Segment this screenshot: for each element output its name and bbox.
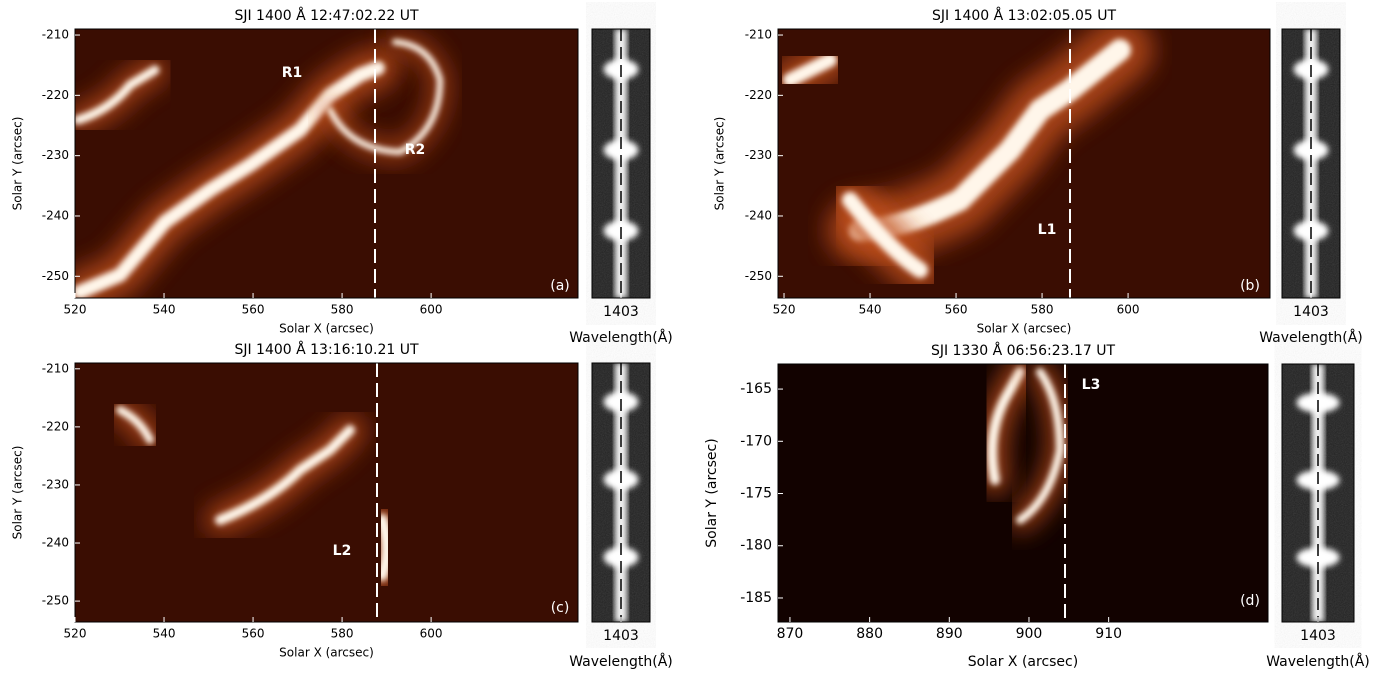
y-tick-label: -240 [42, 536, 69, 550]
x-tick-label: 560 [945, 303, 968, 317]
image-content [108, 398, 405, 593]
x-tick-label: 540 [153, 627, 176, 641]
x-tick-label: 870 [777, 626, 804, 642]
y-tick-label: -250 [42, 594, 69, 608]
panel-label: (b) [1240, 278, 1260, 294]
x-tick-label: 580 [331, 627, 354, 641]
y-tick-label: -230 [42, 477, 69, 491]
y-tick-label: -230 [745, 148, 772, 162]
spectrum-tick-label: 1403 [603, 304, 639, 320]
ribbon [783, 53, 837, 87]
y-tick-label: -170 [740, 433, 772, 449]
y-tick-label: -220 [42, 88, 69, 102]
x-tick-label: 580 [1031, 303, 1054, 317]
y-tick-label: -250 [745, 269, 772, 283]
spectrum-tick-label: 1403 [1293, 304, 1329, 320]
annotation: R1 [282, 65, 303, 81]
image-background [778, 364, 1268, 622]
y-axis-label: Solar Y (arcsec) [11, 446, 25, 540]
x-axis-label: Solar X (arcsec) [968, 654, 1078, 670]
ribbon [116, 406, 154, 444]
ribbon [75, 61, 385, 298]
panel-label: (c) [551, 600, 570, 616]
image-content [75, 33, 450, 298]
y-tick-label: -210 [745, 28, 772, 42]
image-content [778, 29, 1153, 294]
y-tick-label: -220 [745, 88, 772, 102]
spectrum-brightening [1296, 547, 1340, 568]
panel-title: SJI 1330 Å 06:56:23.17 UT [931, 342, 1116, 359]
y-tick-label: -180 [740, 538, 772, 554]
image-frame [777, 363, 1269, 623]
image-background [75, 363, 578, 622]
y-tick-label: -185 [740, 590, 772, 606]
x-tick-label: 880 [856, 626, 883, 642]
x-tick-label: 560 [242, 303, 265, 317]
spectrum-axis-label: Wavelength(Å) [569, 653, 673, 670]
annotation: L3 [1082, 377, 1101, 393]
x-tick-label: 600 [1117, 303, 1140, 317]
ribbon [987, 367, 1025, 485]
x-tick-label: 540 [859, 303, 882, 317]
image-frame [777, 28, 1271, 299]
annotation: R2 [405, 142, 426, 158]
x-tick-label: 910 [1095, 626, 1122, 642]
x-tick-label: 540 [153, 303, 176, 317]
spectrum-tick-label: 1403 [1300, 628, 1336, 644]
y-tick-label: -210 [42, 361, 69, 375]
y-tick-label: -250 [42, 269, 69, 283]
x-tick-label: 900 [1016, 626, 1043, 642]
ribbon [327, 39, 444, 156]
spectrum-axis-label: Wavelength(Å) [1266, 653, 1370, 670]
y-axis-label: Solar Y (arcsec) [704, 438, 720, 547]
panel-title: SJI 1400 Å 12:47:02.22 UT [234, 7, 419, 24]
ribbon [376, 514, 393, 581]
ribbon [842, 192, 928, 278]
x-tick-label: 600 [420, 627, 443, 641]
annotation: L2 [333, 543, 352, 559]
spectrum-brightening [603, 140, 639, 161]
spectrum-brightening [1293, 140, 1329, 161]
spectrum-axis-label: Wavelength(Å) [1259, 329, 1363, 346]
x-axis-label: Solar X (arcsec) [279, 322, 374, 336]
x-tick-label: 580 [331, 303, 354, 317]
spectrum-tick-label: 1403 [603, 628, 639, 644]
panel-title: SJI 1400 Å 13:02:05.05 UT [932, 7, 1117, 24]
image-frame [74, 28, 579, 299]
image-content [977, 364, 1073, 532]
x-axis-label: Solar X (arcsec) [279, 646, 374, 660]
x-tick-label: 600 [420, 303, 443, 317]
y-tick-label: -230 [42, 148, 69, 162]
spectrum-axis-label: Wavelength(Å) [569, 329, 673, 346]
x-tick-label: 890 [936, 626, 963, 642]
y-tick-label: -210 [42, 28, 69, 42]
y-tick-label: -240 [42, 208, 69, 222]
spectrum-brightening [603, 547, 639, 568]
y-axis-label: Solar Y (arcsec) [11, 117, 25, 211]
panel-label: (a) [550, 278, 570, 294]
x-tick-label: 520 [64, 627, 87, 641]
y-axis-label: Solar Y (arcsec) [713, 117, 727, 211]
x-axis-label: Solar X (arcsec) [977, 322, 1072, 336]
x-tick-label: 520 [64, 303, 87, 317]
y-tick-label: -175 [740, 486, 772, 502]
y-tick-label: -165 [740, 381, 772, 397]
panel-label: (d) [1240, 593, 1260, 609]
ribbon [1016, 368, 1065, 524]
panel-title: SJI 1400 Å 13:16:10.21 UT [234, 341, 419, 358]
x-tick-label: 560 [242, 627, 265, 641]
image-frame [74, 362, 579, 623]
x-tick-label: 520 [773, 303, 796, 317]
y-tick-label: -220 [42, 419, 69, 433]
ribbon [215, 425, 355, 525]
y-tick-label: -240 [745, 208, 772, 222]
ribbon [75, 65, 160, 125]
annotation: L1 [1038, 222, 1057, 238]
